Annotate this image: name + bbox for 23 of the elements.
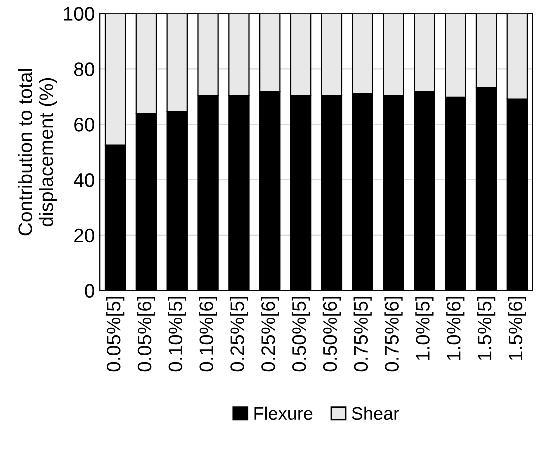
x-tick-label: 1.0%[5] xyxy=(416,297,434,360)
y-tick-label: 100 xyxy=(64,7,94,21)
x-tick-label: 0.10%[5] xyxy=(168,297,186,372)
x-tick-label: 0.05%[6] xyxy=(137,297,156,372)
legend-label: Shear xyxy=(352,406,400,420)
legend-label: Flexure xyxy=(254,406,313,420)
x-tick-label: 1.5%[6] xyxy=(508,297,526,360)
y-tick-label: 80 xyxy=(74,62,94,76)
x-tick-label: 1.0%[6] xyxy=(446,297,465,360)
x-tick-label: 1.5%[5] xyxy=(477,297,496,360)
x-tick-label: 0.25%[5] xyxy=(230,297,248,372)
x-tick-label: 0.25%[6] xyxy=(261,297,280,372)
y-axis-title: Contribution to total displacement (%) xyxy=(18,69,58,236)
y-tick-label: 20 xyxy=(74,228,94,243)
x-tick-label: 0.10%[6] xyxy=(199,297,218,372)
x-tick-label: 0.50%[6] xyxy=(322,297,342,372)
x-tick-label: 0.05%[5] xyxy=(106,297,125,372)
y-tick-label: 40 xyxy=(74,173,94,188)
x-tick-label: 0.50%[5] xyxy=(292,297,310,372)
x-tick-label: 0.75%[5] xyxy=(354,297,372,372)
x-tick-label: 0.75%[6] xyxy=(384,297,403,372)
y-tick-label: 0 xyxy=(85,284,94,298)
y-tick-label: 60 xyxy=(74,118,94,132)
